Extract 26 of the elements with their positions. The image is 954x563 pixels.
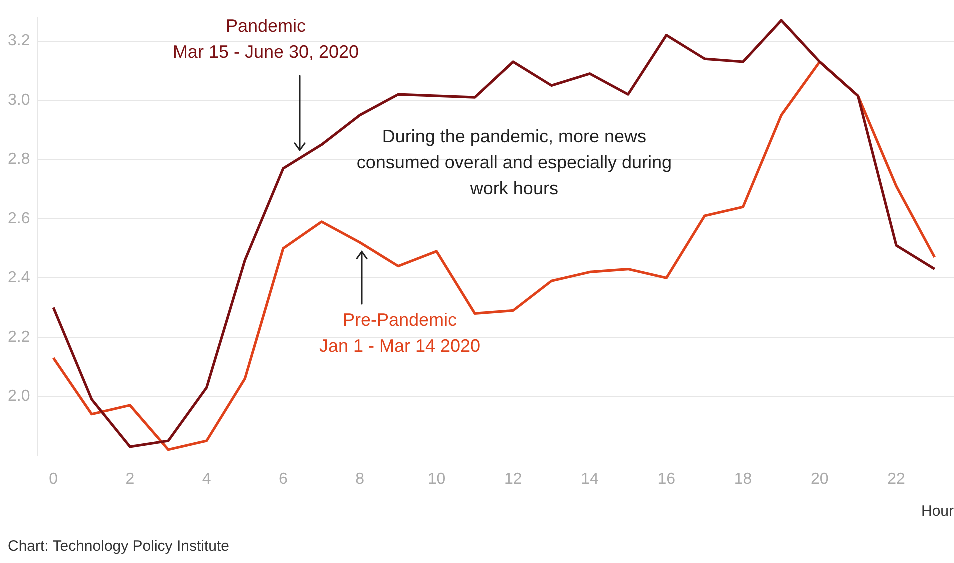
annotation: Jan 1 - Mar 14 2020 [319,336,481,356]
x-tick-label: 6 [279,470,288,488]
x-tick-label: 4 [202,470,212,488]
text: Pandemic [226,16,306,36]
x-tick-label: 0 [49,470,58,488]
x-tick-label: 20 [810,470,829,488]
x-tick-label: 8 [356,470,365,488]
y-tick-label: 2.2 [8,328,30,346]
y-tick-label: 3.2 [8,32,30,50]
x-tick-label: 18 [734,470,752,488]
x-tick-label: 14 [581,470,599,488]
y-tick-label: 2.4 [8,270,30,287]
y-tick-label: 2.8 [8,151,30,168]
x-tick-label: 16 [658,470,676,488]
x-tick-label: 22 [888,470,906,488]
x-tick-label: 12 [504,470,522,488]
y-tick-label: 2.6 [8,210,30,228]
text: Chart: Technology Policy Institute [8,538,230,555]
x-axis-title: Hour [921,503,954,520]
x-tick-label: 2 [126,470,135,488]
annotation: Mar 15 - June 30, 2020 [172,42,360,62]
series-label: Pre-Pandemic [342,310,458,330]
annotation: During the pandemic, more news consumed overall and especially during work hours [356,126,672,199]
x-tick-label: 10 [428,470,446,488]
y-tick-label: 2.0 [8,388,30,405]
y-tick-label: 3.0 [8,92,30,109]
